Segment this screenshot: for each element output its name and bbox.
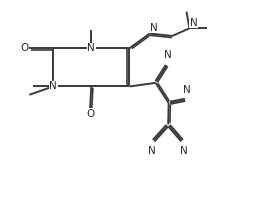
Text: N: N <box>180 146 188 157</box>
Text: N: N <box>148 146 155 157</box>
Text: N: N <box>150 23 158 33</box>
Text: O: O <box>20 43 28 53</box>
Text: N: N <box>183 85 191 95</box>
Text: N: N <box>190 18 198 28</box>
Text: N: N <box>49 81 57 91</box>
Text: O: O <box>86 109 94 119</box>
Text: N: N <box>87 43 95 53</box>
Text: N: N <box>164 50 172 60</box>
